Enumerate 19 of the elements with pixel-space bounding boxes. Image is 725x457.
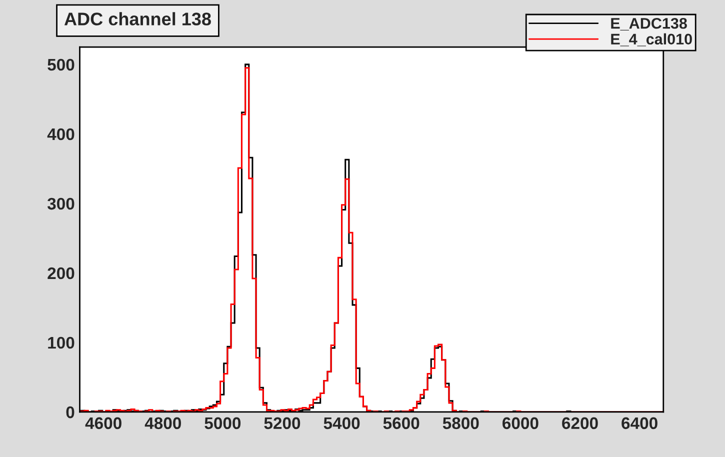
x-tick-label: 5600 (383, 417, 420, 430)
legend-label: E_4_cal010 (611, 33, 692, 46)
x-tick-label: 5800 (442, 417, 479, 430)
y-tick-label: 200 (48, 267, 74, 280)
y-tick-label: 0 (66, 406, 74, 418)
x-tick-label: 6200 (562, 417, 598, 430)
chart-title: ADC channel 138 (64, 12, 211, 26)
x-tick-label: 6000 (502, 417, 538, 430)
x-tick-label: 6400 (622, 417, 658, 430)
x-tick-label: 4600 (85, 417, 122, 430)
y-tick-label: 300 (47, 198, 74, 210)
y-tick-label: 100 (48, 336, 74, 349)
legend-label: E_ADC138 (611, 18, 687, 30)
y-tick-label: 400 (47, 128, 74, 140)
x-tick-label: 5400 (324, 417, 360, 430)
x-tick-label: 4800 (144, 417, 181, 430)
x-tick-label: 5200 (264, 417, 300, 430)
y-tick-label: 500 (48, 58, 74, 71)
x-tick-label: 5000 (204, 417, 241, 430)
